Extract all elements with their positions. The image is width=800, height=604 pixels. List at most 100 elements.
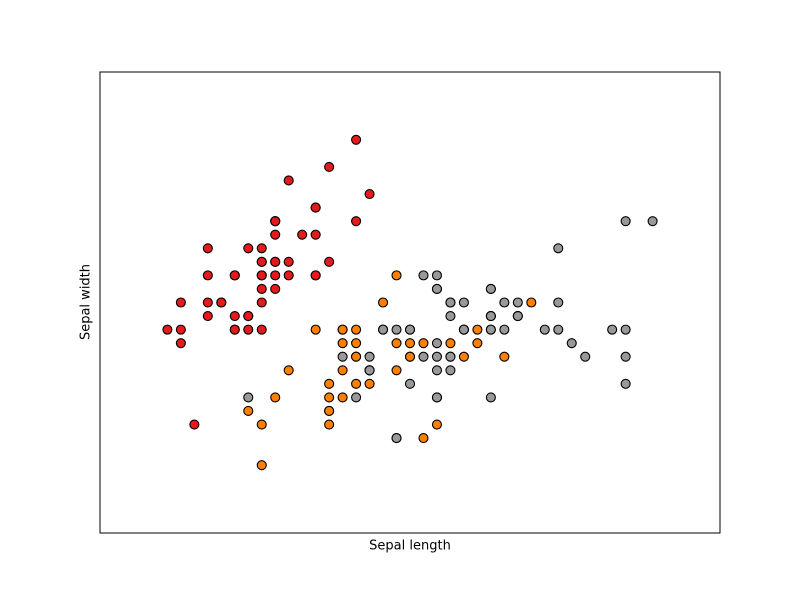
point	[445, 297, 456, 308]
point	[202, 270, 213, 281]
point	[337, 392, 348, 403]
point	[229, 324, 240, 335]
point	[458, 324, 469, 335]
point	[566, 338, 577, 349]
point	[472, 338, 483, 349]
point	[485, 283, 496, 294]
point	[256, 270, 267, 281]
point	[499, 351, 510, 362]
point	[391, 365, 402, 376]
point	[216, 297, 227, 308]
point	[175, 297, 186, 308]
point	[175, 324, 186, 335]
x-axis-label: Sepal length	[369, 539, 451, 554]
point	[297, 229, 308, 240]
point	[499, 324, 510, 335]
point	[324, 392, 335, 403]
point	[324, 405, 335, 417]
point	[364, 351, 375, 362]
point	[445, 365, 456, 376]
point	[256, 324, 267, 335]
point	[445, 311, 456, 322]
point	[431, 419, 443, 430]
point	[553, 243, 564, 254]
point	[202, 297, 213, 308]
point	[270, 270, 281, 281]
point	[404, 324, 416, 335]
point	[270, 283, 281, 294]
point	[270, 256, 281, 267]
point	[243, 311, 254, 322]
point	[620, 378, 631, 389]
point	[418, 433, 429, 444]
point	[351, 134, 362, 145]
point	[337, 338, 348, 349]
point	[337, 324, 348, 335]
point	[445, 338, 456, 349]
point	[351, 324, 362, 335]
point	[351, 378, 362, 389]
point	[647, 216, 658, 227]
point	[283, 365, 294, 376]
point	[431, 283, 443, 294]
point	[243, 405, 254, 417]
point	[607, 324, 618, 335]
point	[512, 311, 523, 322]
point	[364, 378, 375, 389]
y-axis-label: Sepal width	[79, 264, 94, 340]
point	[512, 297, 523, 308]
point	[620, 351, 631, 362]
point	[229, 311, 240, 322]
point	[431, 338, 443, 349]
point	[526, 297, 537, 308]
point	[485, 392, 496, 403]
point	[458, 351, 469, 362]
point	[458, 297, 469, 308]
point	[485, 324, 496, 335]
point	[499, 297, 510, 308]
point	[229, 270, 240, 281]
point	[351, 392, 362, 403]
point	[283, 175, 294, 186]
point	[283, 256, 294, 267]
point	[620, 216, 631, 227]
point	[418, 338, 429, 349]
point	[431, 392, 443, 403]
point	[175, 338, 186, 349]
point	[256, 419, 267, 430]
point	[337, 351, 348, 362]
point	[324, 161, 335, 172]
point	[162, 324, 173, 335]
point	[404, 351, 416, 362]
point	[391, 324, 402, 335]
point	[431, 270, 443, 281]
point	[445, 351, 456, 362]
point	[202, 311, 213, 322]
point	[256, 283, 267, 294]
point	[310, 202, 321, 213]
point	[553, 297, 564, 308]
point	[310, 229, 321, 240]
point	[283, 270, 294, 281]
point	[351, 216, 362, 227]
point	[539, 324, 550, 335]
point	[391, 433, 402, 444]
point	[256, 256, 267, 267]
point	[364, 188, 375, 200]
point	[431, 351, 443, 362]
point	[324, 256, 335, 267]
point	[310, 324, 321, 335]
point	[351, 338, 362, 349]
point	[377, 324, 389, 335]
point	[485, 311, 496, 322]
plot-area	[99, 71, 721, 534]
point	[243, 324, 254, 335]
point	[256, 460, 267, 471]
point	[418, 351, 429, 362]
point	[404, 338, 416, 349]
point	[243, 392, 254, 403]
point	[553, 324, 564, 335]
point	[377, 297, 389, 308]
